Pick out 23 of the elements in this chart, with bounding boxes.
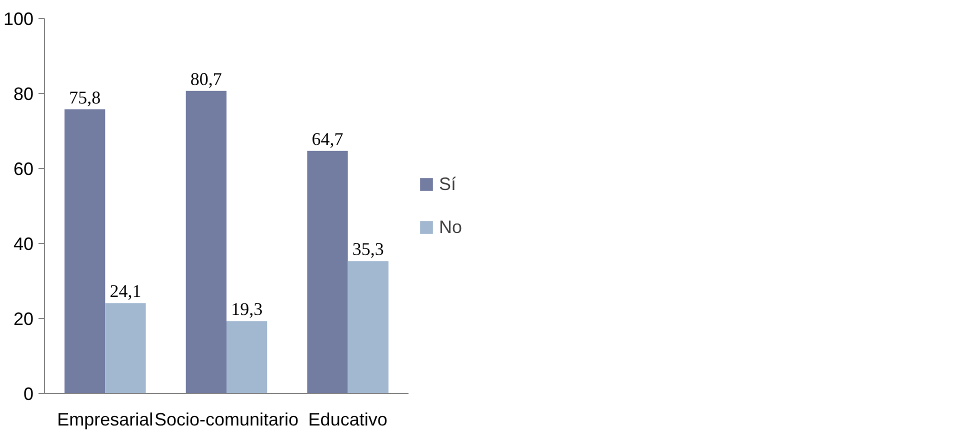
data-label: 19,3 <box>231 299 263 320</box>
data-label: 64,7 <box>312 128 344 149</box>
data-label: 24,1 <box>110 281 142 302</box>
data-label: 75,8 <box>69 87 101 108</box>
bar <box>307 150 348 394</box>
bar <box>105 303 146 394</box>
data-label: 80,7 <box>190 68 222 89</box>
bar <box>186 90 226 394</box>
y-tick-label: 80 <box>13 84 34 104</box>
legend-label: No <box>439 216 462 238</box>
bar <box>348 261 388 394</box>
bar <box>64 109 106 394</box>
legend-label: Sí <box>439 174 458 194</box>
bar <box>226 321 268 394</box>
y-tick-label: 0 <box>23 384 34 404</box>
y-tick-label: 100 <box>3 9 34 29</box>
x-tick-label: Socio-comunitario <box>154 410 299 430</box>
y-tick-label: 40 <box>13 234 34 254</box>
data-label: 35,3 <box>352 239 384 260</box>
x-tick-label: Educativo <box>308 410 388 430</box>
x-tick-label: Empresarial <box>57 410 154 430</box>
y-tick-label: 60 <box>13 159 34 179</box>
y-tick-label: 20 <box>13 309 34 329</box>
